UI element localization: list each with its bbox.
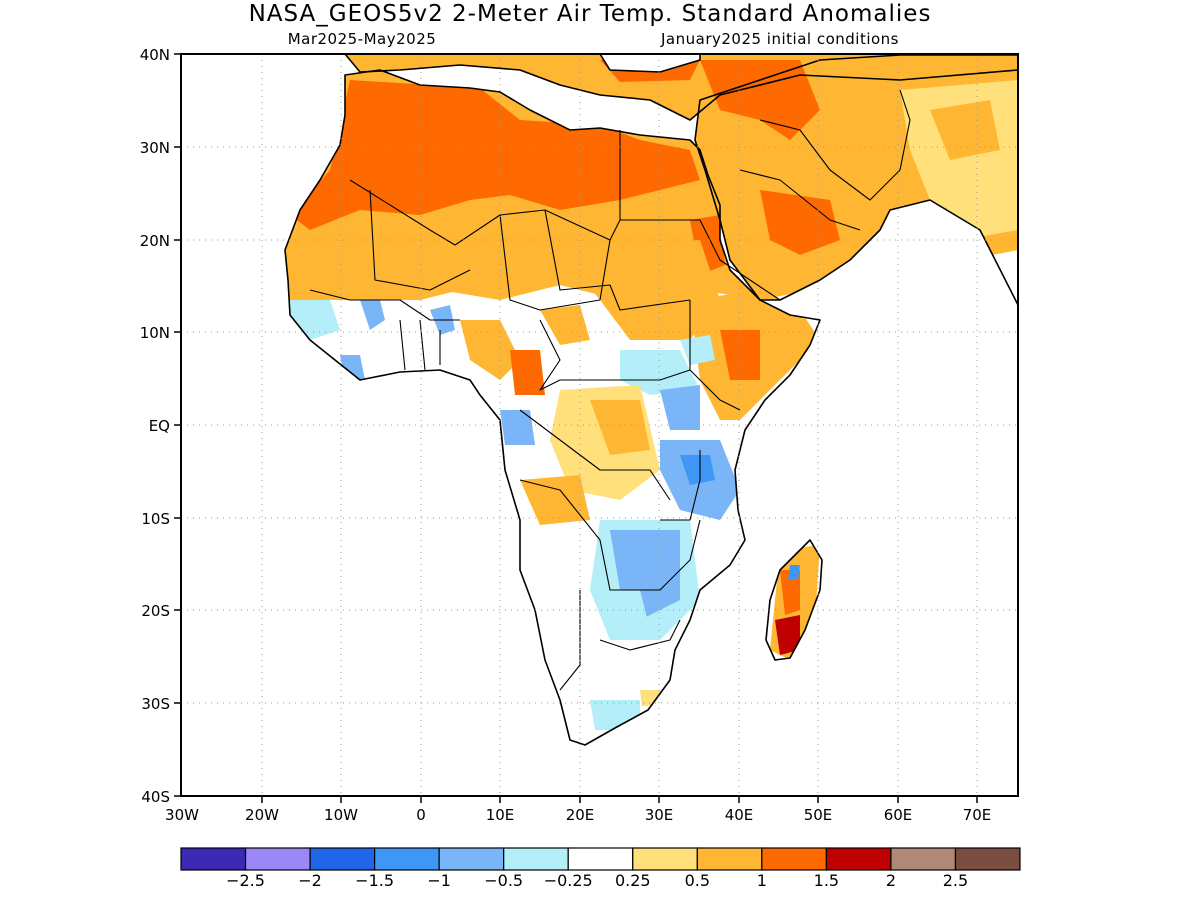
colorbar-swatch — [954, 847, 1021, 871]
colorbar-swatch — [761, 847, 827, 871]
lat-label: 20S — [141, 602, 170, 620]
lon-label: 20E — [566, 806, 595, 824]
colorbar-swatch — [890, 847, 957, 871]
colorbar-label: −2 — [298, 871, 322, 890]
europe-coastline — [344, 53, 1019, 121]
lon-label: 60E — [884, 806, 913, 824]
lon-label: 30E — [645, 806, 674, 824]
colorbar-swatch — [180, 847, 247, 871]
period-label: Mar2025-May2025 — [288, 30, 437, 48]
madagascar-coastline — [765, 539, 823, 661]
lon-label: 50E — [804, 806, 833, 824]
country-borders — [309, 89, 911, 691]
lat-label: 30S — [141, 695, 170, 713]
initial-conditions-label: January2025 initial conditions — [660, 30, 899, 48]
colorbar-label: 0.5 — [685, 871, 710, 890]
colorbar-label: 2.5 — [943, 871, 968, 890]
colorbar-label: 0.25 — [615, 871, 651, 890]
longitude-axis: 30W 20W 10W 0 10E 20E 30E 40E 50E 60E 70… — [165, 796, 991, 824]
lat-label: 40N — [140, 46, 170, 64]
map-title: NASA_GEOS5v2 2-Meter Air Temp. Standard … — [249, 1, 932, 27]
colorbar-swatch — [632, 847, 698, 871]
africa-coastline — [284, 69, 821, 746]
colorbar-label: 1 — [757, 871, 767, 890]
colorbar-swatch — [244, 847, 311, 871]
lon-label: 10E — [486, 806, 515, 824]
colorbar-label: 1.5 — [814, 871, 839, 890]
colorbar-label: −1 — [427, 871, 451, 890]
lat-label: 10S — [141, 510, 170, 528]
lat-label: 10N — [140, 324, 170, 342]
lon-label: 0 — [416, 806, 426, 824]
colorbar-label: −0.25 — [544, 871, 593, 890]
colorbar: −2.5 −2 −1.5 −1 −0.5 −0.25 0.25 0.5 1 1.5 2 2.5 — [180, 847, 1021, 890]
lon-label: 30W — [165, 806, 199, 824]
colorbar-label: −1.5 — [355, 871, 394, 890]
lat-label: 40S — [141, 788, 170, 806]
colorbar-swatch — [503, 847, 569, 871]
lat-label: EQ — [149, 417, 170, 435]
lat-label: 20N — [140, 232, 170, 250]
graticule — [181, 54, 1018, 796]
colorbar-swatch — [438, 847, 505, 871]
colorbar-swatch — [309, 847, 376, 871]
colorbar-label: −0.5 — [484, 871, 523, 890]
lon-label: 20W — [245, 806, 279, 824]
colorbar-swatch — [567, 847, 634, 871]
region-sahara-strong — [290, 80, 700, 230]
colorbar-label: 2 — [886, 871, 896, 890]
lat-label: 30N — [140, 139, 170, 157]
colorbar-swatch — [825, 847, 892, 871]
lon-label: 70E — [963, 806, 992, 824]
colorbar-swatch — [374, 847, 440, 871]
colorbar-label: −2.5 — [226, 871, 265, 890]
lon-label: 40E — [725, 806, 754, 824]
colorbar-swatch — [696, 847, 763, 871]
latitude-axis: 40N 30N 20N 10N EQ 10S 20S 30S 40S — [140, 46, 181, 806]
lon-label: 10W — [324, 806, 358, 824]
